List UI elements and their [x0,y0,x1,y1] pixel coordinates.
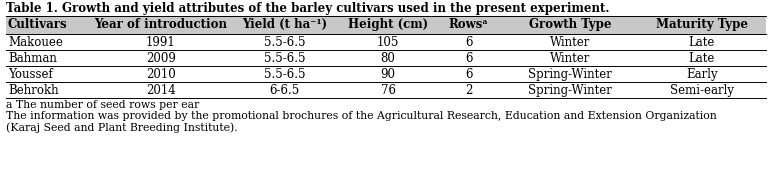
Text: Height (cm): Height (cm) [348,18,428,31]
Text: Spring-Winter: Spring-Winter [528,84,611,97]
Text: 1991: 1991 [146,36,176,49]
Text: 5.5-6.5: 5.5-6.5 [264,52,306,65]
Text: 2009: 2009 [146,52,176,65]
Bar [6,16,766,34]
Text: Maturity Type: Maturity Type [656,18,748,31]
Text: Early: Early [686,68,718,81]
Text: 105: 105 [377,36,399,49]
Text: Late: Late [689,36,715,49]
Text: (Karaj Seed and Plant Breeding Institute).: (Karaj Seed and Plant Breeding Institute… [6,122,238,133]
Text: 5.5-6.5: 5.5-6.5 [264,68,306,81]
Text: Rowsᵃ: Rowsᵃ [449,18,489,31]
Text: 76: 76 [381,84,395,97]
Text: 2010: 2010 [146,68,176,81]
Text: Youssef: Youssef [8,68,52,81]
Text: Winter: Winter [550,36,590,49]
Text: Bahman: Bahman [8,52,57,65]
Text: 6: 6 [465,68,472,81]
Text: Late: Late [689,52,715,65]
Text: 80: 80 [381,52,395,65]
Text: The information was provided by the promotional brochures of the Agricultural Re: The information was provided by the prom… [6,111,716,121]
Text: 6: 6 [465,52,472,65]
Text: 90: 90 [381,68,395,81]
Text: 5.5-6.5: 5.5-6.5 [264,36,306,49]
Text: Behrokh: Behrokh [8,84,59,97]
Text: Winter: Winter [550,52,590,65]
Text: 6-6.5: 6-6.5 [269,84,300,97]
Text: Year of introduction: Year of introduction [94,18,228,31]
Text: Cultivars: Cultivars [8,18,68,31]
Text: Table 1. Growth and yield attributes of the barley cultivars used in the present: Table 1. Growth and yield attributes of … [6,2,610,15]
Text: Semi-early: Semi-early [670,84,734,97]
Text: Makouee: Makouee [8,36,63,49]
Text: Spring-Winter: Spring-Winter [528,68,611,81]
Text: Growth Type: Growth Type [529,18,611,31]
Text: 6: 6 [465,36,472,49]
Text: Yield (t ha⁻¹): Yield (t ha⁻¹) [242,18,327,31]
Text: a The number of seed rows per ear: a The number of seed rows per ear [6,100,199,110]
Text: 2: 2 [465,84,472,97]
Text: 2014: 2014 [146,84,176,97]
